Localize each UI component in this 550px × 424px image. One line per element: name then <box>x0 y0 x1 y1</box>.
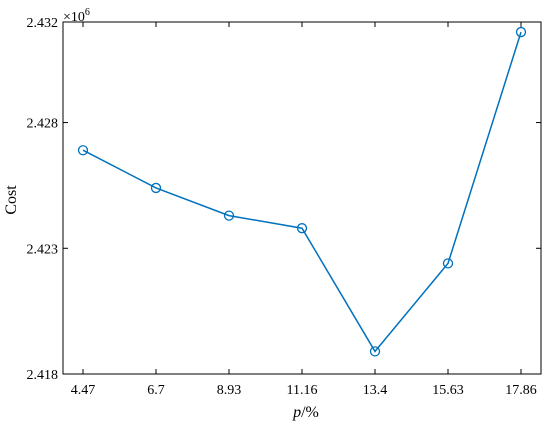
x-axis-ticks: 4.47 6.7 8.93 11.16 13.4 15.63 17.86 <box>71 22 537 398</box>
data-point <box>296 223 308 234</box>
x-tick-label: 6.7 <box>147 383 165 398</box>
x-tick-label: 11.16 <box>287 383 318 398</box>
y-axis-ticks: 2.418 2.423 2.428 2.432 <box>27 16 541 383</box>
data-point <box>369 346 381 357</box>
x-tick-label: 15.63 <box>432 383 464 398</box>
x-tick-label: 8.93 <box>217 383 242 398</box>
data-point <box>442 258 454 269</box>
cost-series <box>77 26 527 357</box>
y-tick-label: 2.418 <box>27 368 59 383</box>
y-tick-label: 2.432 <box>27 16 59 31</box>
x-tick-label: 17.86 <box>505 383 537 398</box>
data-point <box>150 182 162 194</box>
x-tick-label: 13.4 <box>363 383 388 398</box>
y-multiplier: ×106 <box>63 7 90 25</box>
x-axis-label-variable: p <box>292 404 301 421</box>
x-tick-label: 4.47 <box>71 383 96 398</box>
y-axis-label: Cost <box>3 185 20 215</box>
data-point <box>223 210 235 221</box>
x-axis-label: p/% <box>292 404 319 421</box>
y-multiplier-exponent: 6 <box>85 7 90 18</box>
y-tick-label: 2.428 <box>27 117 59 132</box>
y-tick-label: 2.423 <box>27 242 59 257</box>
x-axis-label-unit: /% <box>301 404 319 421</box>
data-point <box>77 145 89 156</box>
data-point <box>515 26 527 38</box>
y-multiplier-base: ×10 <box>63 10 85 25</box>
cost-line <box>82 31 522 353</box>
